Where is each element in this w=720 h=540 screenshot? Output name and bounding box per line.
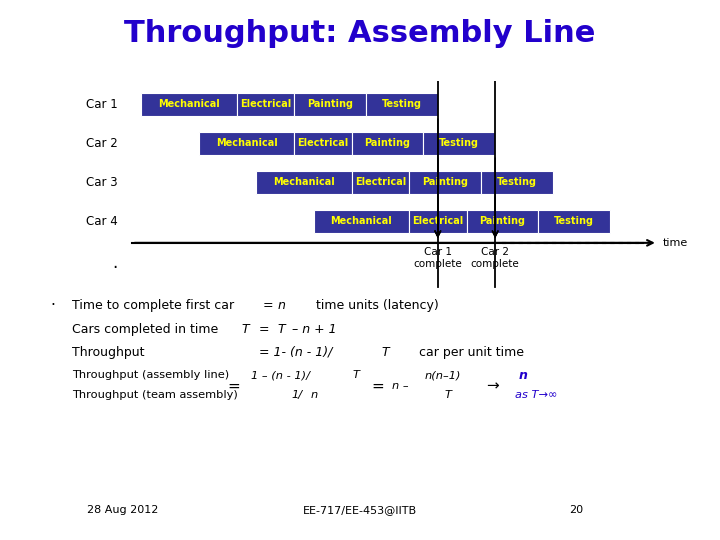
Text: time units (latency): time units (latency) (292, 299, 438, 312)
Text: Car 4: Car 4 (86, 215, 117, 228)
Text: →: → (486, 379, 499, 394)
Text: =: = (228, 379, 240, 394)
Text: Car 2
complete: Car 2 complete (471, 247, 520, 269)
Bar (141, 93, 237, 116)
Text: Mechanical: Mechanical (330, 217, 392, 226)
Text: ·: · (50, 298, 55, 313)
Text: Testing: Testing (439, 138, 480, 149)
Text: Throughput: Assembly Line: Throughput: Assembly Line (125, 19, 595, 48)
Text: Testing: Testing (497, 178, 536, 187)
Bar (313, 210, 409, 233)
Text: Car 2: Car 2 (86, 137, 117, 150)
Text: Electrical: Electrical (412, 217, 464, 226)
Bar (423, 132, 495, 155)
Text: 28 Aug 2012: 28 Aug 2012 (86, 505, 158, 515)
Text: Mechanical: Mechanical (216, 138, 277, 149)
Text: Electrical: Electrical (240, 99, 292, 110)
Text: 20: 20 (569, 505, 583, 515)
Text: =: = (372, 379, 384, 394)
Text: car per unit time: car per unit time (395, 346, 523, 359)
Bar (352, 132, 423, 155)
Text: Mechanical: Mechanical (273, 178, 335, 187)
Text: Car 3: Car 3 (86, 176, 117, 189)
Text: T: T (353, 370, 360, 380)
Bar (237, 93, 294, 116)
Bar (409, 171, 481, 194)
Bar (294, 93, 366, 116)
Text: n: n (518, 369, 527, 382)
Text: T: T (241, 323, 249, 336)
Text: n –: n – (392, 381, 409, 391)
Bar (467, 210, 539, 233)
Bar (481, 171, 552, 194)
Text: 1/: 1/ (292, 390, 302, 400)
Text: n(n–1): n(n–1) (425, 370, 462, 380)
Text: Time to complete first car: Time to complete first car (72, 299, 234, 312)
Bar (256, 171, 352, 194)
Text: EE-717/EE-453@IITB: EE-717/EE-453@IITB (303, 505, 417, 515)
Text: Mechanical: Mechanical (158, 99, 220, 110)
Bar (352, 171, 409, 194)
Bar (539, 210, 610, 233)
Text: Testing: Testing (554, 217, 594, 226)
Text: – n + 1: – n + 1 (288, 323, 337, 336)
Text: Testing: Testing (382, 99, 422, 110)
Text: n: n (277, 299, 285, 312)
Text: T: T (444, 390, 451, 400)
Text: T: T (277, 323, 285, 336)
Text: Throughput (assembly line): Throughput (assembly line) (72, 370, 229, 380)
Bar (366, 93, 438, 116)
Text: =: = (259, 323, 274, 336)
Text: ·: · (112, 259, 117, 277)
Text: Painting: Painting (480, 217, 526, 226)
Text: Painting: Painting (307, 99, 354, 110)
Text: = 1- (n - 1)/: = 1- (n - 1)/ (259, 346, 336, 359)
Text: time: time (662, 238, 688, 248)
Text: Car 1
complete: Car 1 complete (413, 247, 462, 269)
Text: Throughput: Throughput (72, 346, 145, 359)
Bar (409, 210, 467, 233)
Text: Electrical: Electrical (297, 138, 348, 149)
Text: 1 – (n - 1)/: 1 – (n - 1)/ (251, 370, 313, 380)
Text: =: = (263, 299, 277, 312)
Text: Painting: Painting (422, 178, 468, 187)
Text: Car 1: Car 1 (86, 98, 117, 111)
Text: as T→∞: as T→∞ (515, 390, 557, 400)
Text: Painting: Painting (364, 138, 410, 149)
Text: n: n (311, 390, 318, 400)
Text: T: T (382, 346, 390, 359)
Text: Electrical: Electrical (355, 178, 406, 187)
Text: Throughput (team assembly): Throughput (team assembly) (72, 390, 238, 400)
Text: Cars completed in time: Cars completed in time (72, 323, 222, 336)
Bar (294, 132, 352, 155)
Bar (199, 132, 294, 155)
